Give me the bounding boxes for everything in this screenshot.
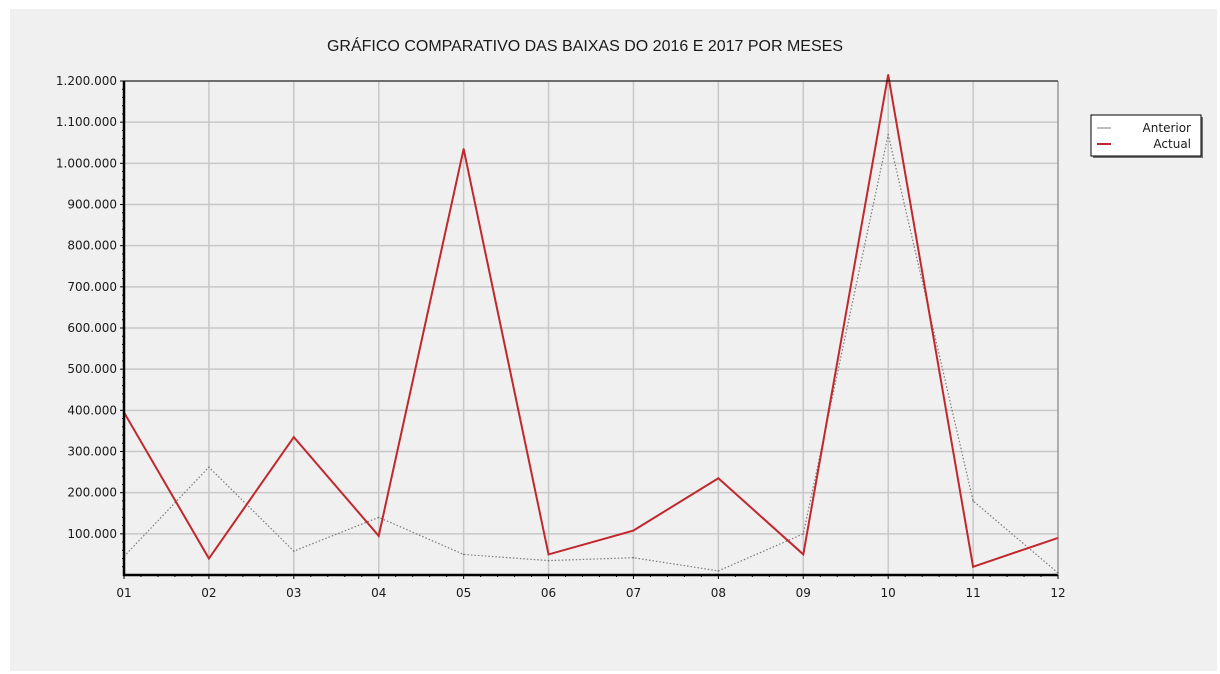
data-point-actual (462, 148, 465, 150)
legend-box (1090, 114, 1202, 157)
data-point-anterior (208, 466, 210, 468)
grid-lines (123, 80, 1059, 575)
y-tick-label: 700.000 (67, 280, 117, 294)
legend-label-anterior: Anterior (1143, 121, 1192, 135)
data-point-anterior (462, 553, 465, 556)
x-tick-label: 05 (456, 586, 471, 600)
y-tick-label: 800.000 (67, 239, 117, 253)
y-tick-label: 600.000 (67, 321, 117, 335)
y-tick-label: 1.000.000 (56, 156, 117, 170)
data-point-anterior (887, 133, 889, 136)
data-point-anterior (377, 516, 380, 519)
y-tick-label: 200.000 (67, 486, 117, 500)
data-point-anterior (632, 556, 635, 559)
x-tick-label: 08 (711, 586, 726, 600)
x-tick-label: 02 (201, 586, 216, 600)
data-point-actual (632, 529, 635, 532)
legend-label-actual: Actual (1153, 137, 1191, 151)
series-lines (123, 74, 1059, 574)
y-tick-label: 1.200.000 (56, 74, 117, 88)
data-point-anterior (972, 500, 974, 502)
data-point-actual (887, 74, 889, 76)
x-tick-label: 11 (965, 586, 980, 600)
x-tick-label: 09 (796, 586, 811, 600)
data-point-actual (547, 553, 550, 556)
x-tick-label: 10 (881, 586, 896, 600)
data-point-actual (972, 565, 974, 568)
data-point-anterior (717, 570, 720, 572)
chart-title: GRÁFICO COMPARATIVO DAS BAIXAS DO 2016 E… (327, 36, 843, 55)
x-tick-label: 04 (371, 586, 386, 600)
y-tick-label: 500.000 (67, 362, 117, 376)
x-tick-label: 06 (541, 586, 556, 600)
axes (122, 80, 1059, 577)
series-line-anterior (123, 134, 1059, 574)
x-tick-label: 12 (1050, 586, 1065, 600)
series-line-actual (123, 74, 1059, 569)
x-tick-label: 07 (626, 586, 641, 600)
y-tick-label: 900.000 (67, 198, 117, 212)
y-tick-label: 300.000 (67, 445, 117, 459)
y-tick-label: 100.000 (67, 527, 117, 541)
data-point-actual (293, 436, 295, 438)
x-tick-label: 03 (286, 586, 301, 600)
y-tick-label: 1.100.000 (56, 115, 117, 129)
legend: Anterior Actual (1090, 114, 1203, 158)
data-point-actual (802, 553, 805, 556)
data-point-actual (717, 477, 720, 480)
data-point-actual (208, 557, 210, 560)
axis-ticks: 100.000 200.000 300.000 400.000 500.000 600.0… (56, 74, 1066, 600)
y-tick-label: 400.000 (67, 403, 117, 417)
data-point-anterior (802, 533, 805, 535)
data-point-anterior (547, 559, 550, 562)
x-tick-label: 01 (116, 586, 131, 600)
data-point-anterior (293, 550, 295, 552)
data-point-actual (377, 535, 380, 537)
